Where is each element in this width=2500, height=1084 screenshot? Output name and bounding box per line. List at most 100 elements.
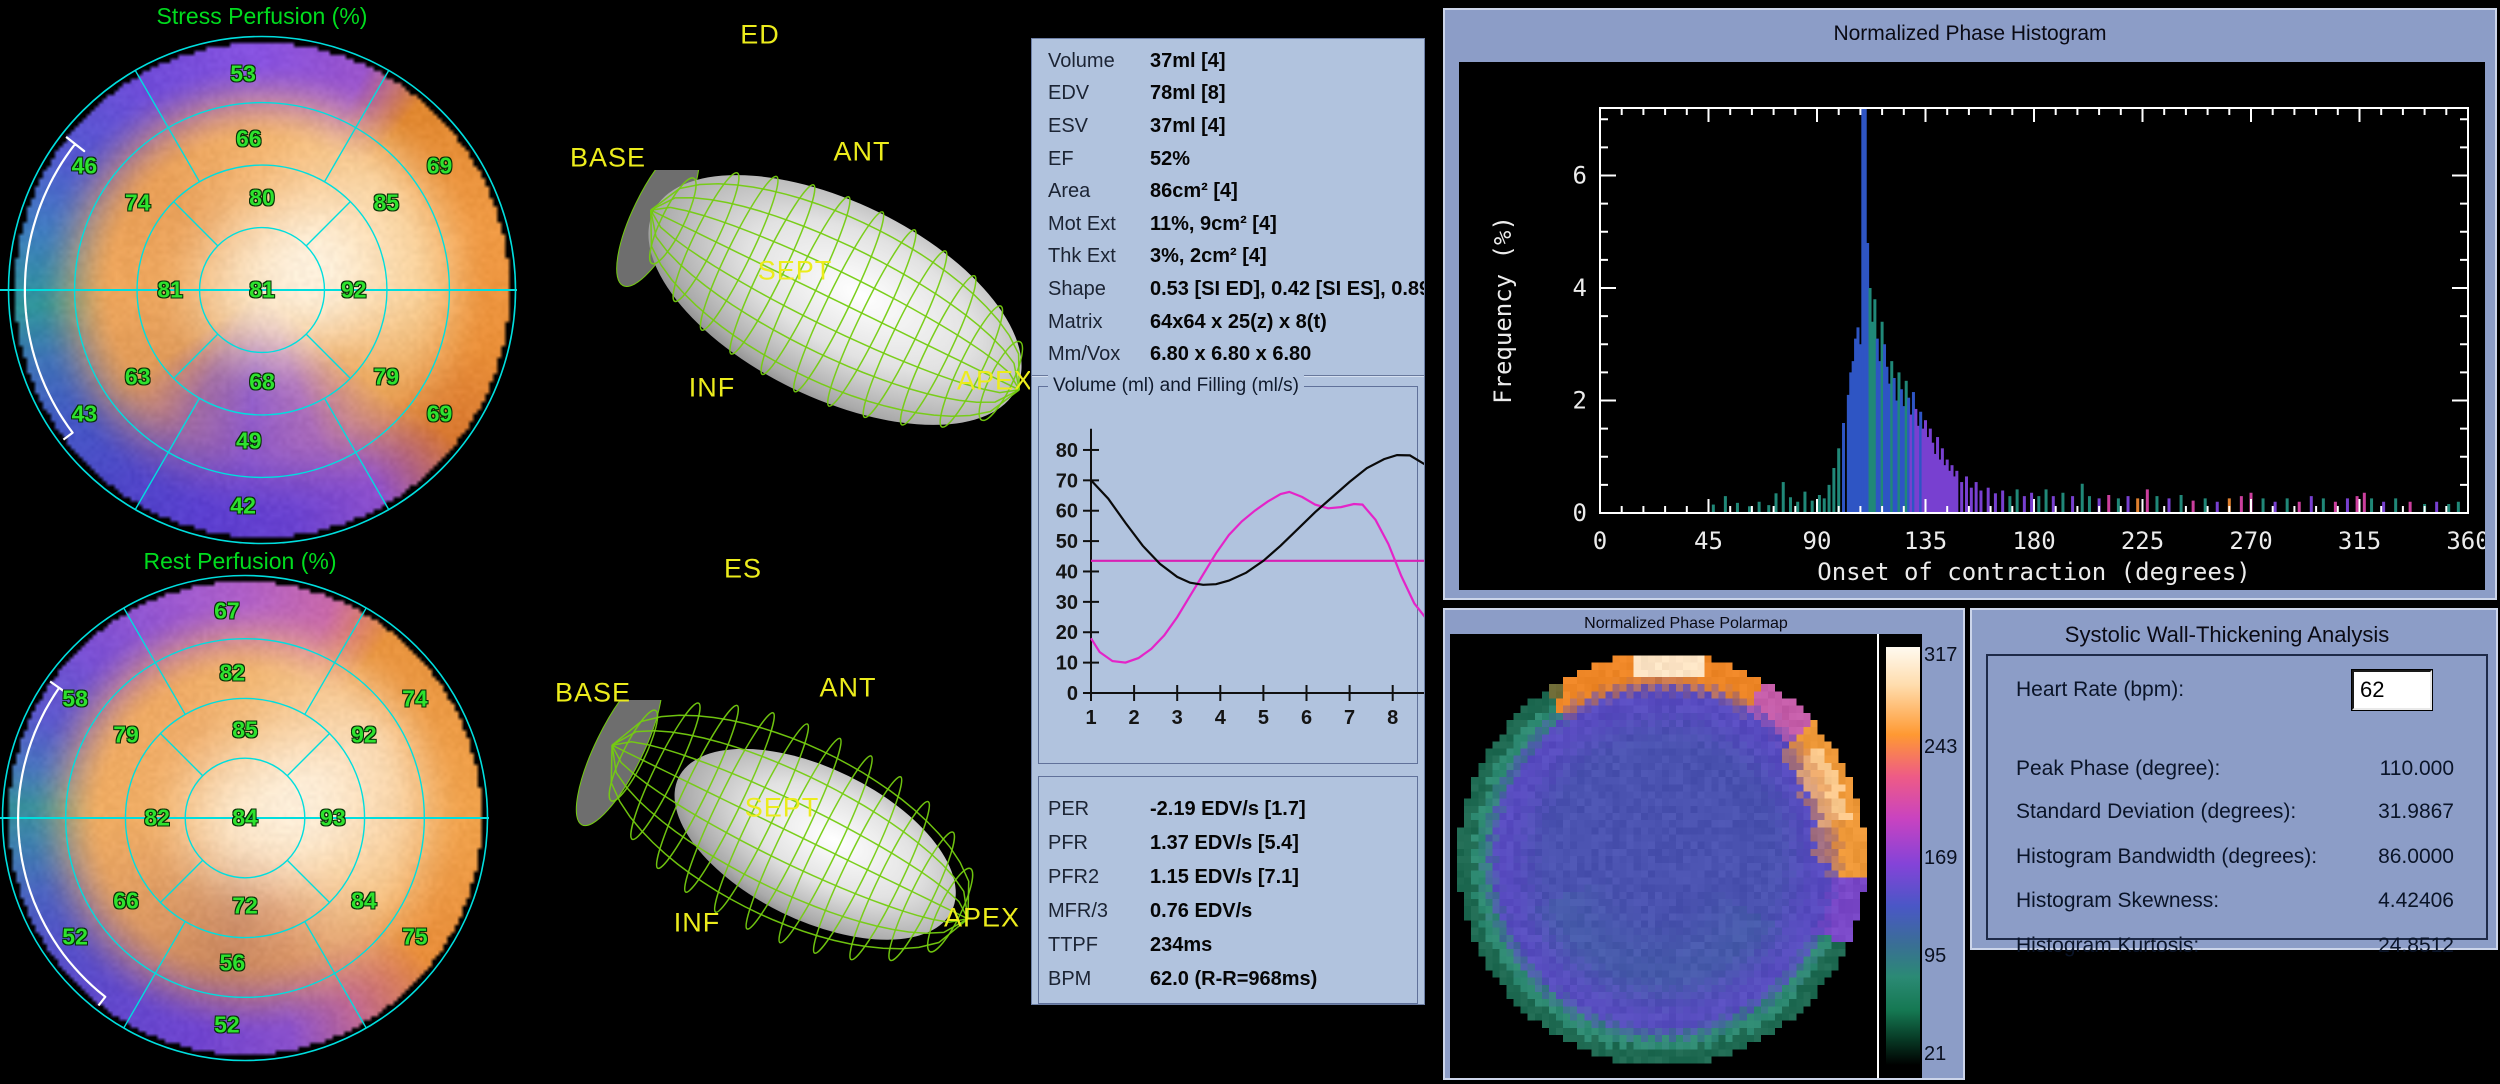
perfusion-and-mesh-region: Stress Perfusion (%) Rest Perfusion (%) … <box>0 0 1030 1084</box>
heart-rate-input[interactable] <box>2352 670 2432 710</box>
es-inf-label: INF <box>674 908 721 939</box>
row-label: EDV <box>1048 82 1089 105</box>
systolic-analysis-title: Systolic Wall-Thickening Analysis <box>2065 622 2389 648</box>
segment-value: 42 <box>230 492 256 519</box>
segment-value: 85 <box>232 717 258 744</box>
svg-text:45: 45 <box>1694 527 1723 555</box>
row-label: TTPF <box>1048 934 1098 957</box>
row-value: 234ms <box>1150 934 1212 957</box>
segment-value: 92 <box>351 721 377 748</box>
segment-value: 74 <box>402 686 428 713</box>
segment-value: 53 <box>230 61 256 88</box>
data-row: TTPF 234ms <box>1032 928 1425 962</box>
quantitative-results-panel: Volume 37ml [4] EDV 78ml [8] ESV 37ml [4] EF 52… <box>1031 38 1425 1005</box>
row-value: 0.76 EDV/s <box>1150 900 1252 923</box>
data-row: Area 86cm² [4] <box>1032 175 1425 208</box>
systolic-metric-value: 24.8512 <box>2378 934 2454 958</box>
systolic-metric-row: Histogram Bandwidth (degrees): 86.0000 <box>1988 845 2490 873</box>
ed-phase-label: ED <box>740 20 780 51</box>
svg-text:3: 3 <box>1172 707 1183 729</box>
row-value: 37ml [4] <box>1150 115 1226 138</box>
segment-value: 43 <box>72 401 98 428</box>
es-apex-label: APEX <box>944 903 1020 934</box>
segment-value: 84 <box>232 805 258 832</box>
normalized-phase-polarmap-panel: Normalized Phase Polarmap 317 243 169 95… <box>1443 608 1965 1080</box>
systolic-metric-row: Standard Deviation (degrees): 31.9867 <box>1988 800 2490 828</box>
segment-value: 82 <box>220 660 246 687</box>
segment-value: 84 <box>351 888 377 915</box>
row-label: Thk Ext <box>1048 245 1116 268</box>
row-value: 1.15 EDV/s [7.1] <box>1150 866 1299 889</box>
segment-value: 69 <box>427 401 453 428</box>
svg-text:0: 0 <box>1573 499 1587 527</box>
systolic-metric-label: Histogram Skewness: <box>2016 889 2219 913</box>
segment-value: 85 <box>373 189 399 216</box>
segment-value: 63 <box>125 364 151 391</box>
systolic-wall-thickening-panel: Systolic Wall-Thickening Analysis Heart … <box>1970 608 2498 950</box>
row-value: 62.0 (R-R=968ms) <box>1150 968 1317 991</box>
segment-value: 46 <box>72 152 98 179</box>
svg-text:180: 180 <box>2012 527 2055 555</box>
segment-value: 66 <box>236 125 262 152</box>
global-metrics-list: Volume 37ml [4] EDV 78ml [8] ESV 37ml [4] EF 52… <box>1032 45 1425 371</box>
scale-label-95: 95 <box>1924 945 1946 968</box>
data-row: Mm/Vox 6.80 x 6.80 x 6.80 <box>1032 338 1425 371</box>
row-label: Mot Ext <box>1048 213 1116 236</box>
svg-text:20: 20 <box>1056 622 1078 644</box>
row-label: Shape <box>1048 278 1106 301</box>
svg-text:60: 60 <box>1056 501 1078 523</box>
scale-max-label: 317 <box>1924 644 1957 667</box>
svg-text:135: 135 <box>1904 527 1947 555</box>
segment-value: 79 <box>113 721 139 748</box>
row-value: 64x64 x 25(z) x 8(t) <box>1150 311 1327 334</box>
row-label: Mm/Vox <box>1048 343 1120 366</box>
svg-text:315: 315 <box>2338 527 2381 555</box>
scale-label-243: 243 <box>1924 736 1957 759</box>
ed-base-label: BASE <box>570 143 646 174</box>
row-label: Volume <box>1048 50 1115 73</box>
stress-perfusion-title: Stress Perfusion (%) <box>157 3 368 30</box>
svg-text:Onset of contraction (degrees): Onset of contraction (degrees) <box>1817 558 2250 586</box>
svg-text:7: 7 <box>1344 707 1355 729</box>
svg-text:225: 225 <box>2121 527 2164 555</box>
data-row: EF 52% <box>1032 143 1425 176</box>
phase-histogram-title: Normalized Phase Histogram <box>1833 22 2106 46</box>
row-label: Area <box>1048 180 1090 203</box>
row-value: 11%, 9cm² [4] <box>1150 213 1277 236</box>
volume-filling-chart: 0 10 20 30 40 50 60 70 80 1 2 3 4 5 6 7 8 <box>1032 384 1425 769</box>
data-row: ESV 37ml [4] <box>1032 110 1425 143</box>
rest-perfusion-title: Rest Perfusion (%) <box>143 548 336 575</box>
polarmap-scale-divider <box>1877 634 1879 1078</box>
row-label: PFR2 <box>1048 866 1099 889</box>
es-phase-label: ES <box>724 554 762 585</box>
segment-value: 81 <box>157 277 183 304</box>
row-label: PER <box>1048 798 1089 821</box>
es-ant-label: ANT <box>820 673 877 704</box>
row-label: EF <box>1048 148 1074 171</box>
svg-text:4: 4 <box>1215 707 1227 729</box>
phase-polarmap-title: Normalized Phase Polarmap <box>1584 615 1788 633</box>
systolic-metric-value: 86.0000 <box>2378 845 2454 869</box>
segment-value: 75 <box>402 923 428 950</box>
data-row: Shape 0.53 [SI ED], 0.42 [SI ES], 0.89 <box>1032 273 1425 306</box>
svg-text:40: 40 <box>1056 561 1078 583</box>
segment-value: 52 <box>62 923 88 950</box>
svg-text:1: 1 <box>1085 707 1096 729</box>
row-value: 1.37 EDV/s [5.4] <box>1150 832 1299 855</box>
scale-min-label: 21 <box>1924 1043 1946 1066</box>
svg-text:0: 0 <box>1593 527 1607 555</box>
svg-text:90: 90 <box>1803 527 1832 555</box>
segment-value: 69 <box>427 152 453 179</box>
gated-spect-analysis-screen: Stress Perfusion (%) Rest Perfusion (%) … <box>0 0 2500 1084</box>
segment-value: 66 <box>113 888 139 915</box>
phase-color-scale <box>1886 647 1920 1065</box>
normalized-phase-histogram-panel: Normalized Phase Histogram 0 2 4 6 0 45 90 135 1… <box>1443 8 2497 600</box>
svg-text:50: 50 <box>1056 531 1078 553</box>
data-row: Volume 37ml [4] <box>1032 45 1425 78</box>
phase-polarmap-image <box>1450 634 1874 1078</box>
svg-text:5: 5 <box>1258 707 1269 729</box>
row-label: BPM <box>1048 968 1091 991</box>
svg-text:6: 6 <box>1301 707 1312 729</box>
systolic-metric-label: Histogram Kurtosis: <box>2016 934 2199 958</box>
row-value: 3%, 2cm² [4] <box>1150 245 1267 268</box>
